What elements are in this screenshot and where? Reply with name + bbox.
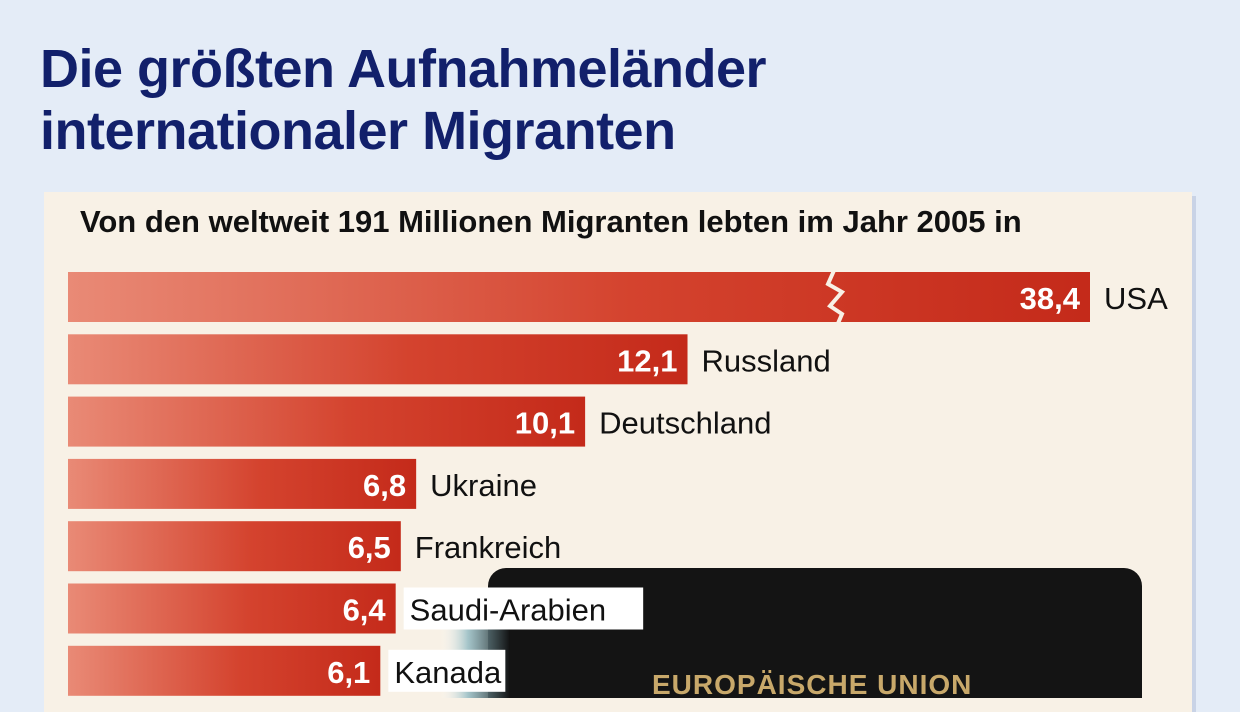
value-label-russland: 12,1 — [617, 343, 677, 378]
category-label-kanada: Kanada — [394, 655, 502, 690]
bar-frankreich — [68, 521, 401, 572]
value-label-saudi-arabien: 6,4 — [343, 593, 387, 628]
value-label-ukraine: 6,8 — [363, 468, 406, 503]
bar-usa — [68, 272, 1090, 322]
category-label-russland: Russland — [702, 343, 831, 378]
category-label-background — [388, 649, 506, 692]
category-label-deutschland: Deutschland — [599, 406, 771, 441]
value-label-frankreich: 6,5 — [348, 530, 391, 565]
bar-deutschland — [68, 396, 586, 447]
category-label-usa: USA — [1104, 281, 1168, 316]
bar-russland — [68, 334, 688, 385]
chart-subtitle: Von den weltweit 191 Millionen Migranten… — [80, 204, 1022, 239]
value-label-deutschland: 10,1 — [515, 406, 575, 441]
chart-title: Die größten Aufnahmeländer international… — [40, 38, 767, 162]
title-line-1: Die größten Aufnahmeländer — [40, 39, 767, 99]
value-label-kanada: 6,1 — [327, 655, 370, 690]
category-label-frankreich: Frankreich — [415, 530, 561, 565]
axis-break-mark — [825, 265, 846, 329]
bar-ukraine — [68, 458, 417, 509]
eu-box-background — [488, 568, 1142, 698]
category-label-saudi-arabien: Saudi-Arabien — [410, 593, 606, 628]
bar-saudi-arabien — [68, 583, 396, 634]
bar-kanada — [68, 645, 381, 696]
value-label-usa: 38,4 — [1020, 281, 1081, 316]
bars-group: 38,4 USA 12,1 Russland 10,1 Deutschland 6,8 Ukr… — [68, 265, 1168, 696]
title-line-2: internationaler Migranten — [40, 101, 676, 161]
category-label-background — [403, 587, 644, 630]
category-label-ukraine: Ukraine — [430, 468, 537, 503]
eu-box-label: EUROPÄISCHE UNION — [652, 669, 972, 698]
